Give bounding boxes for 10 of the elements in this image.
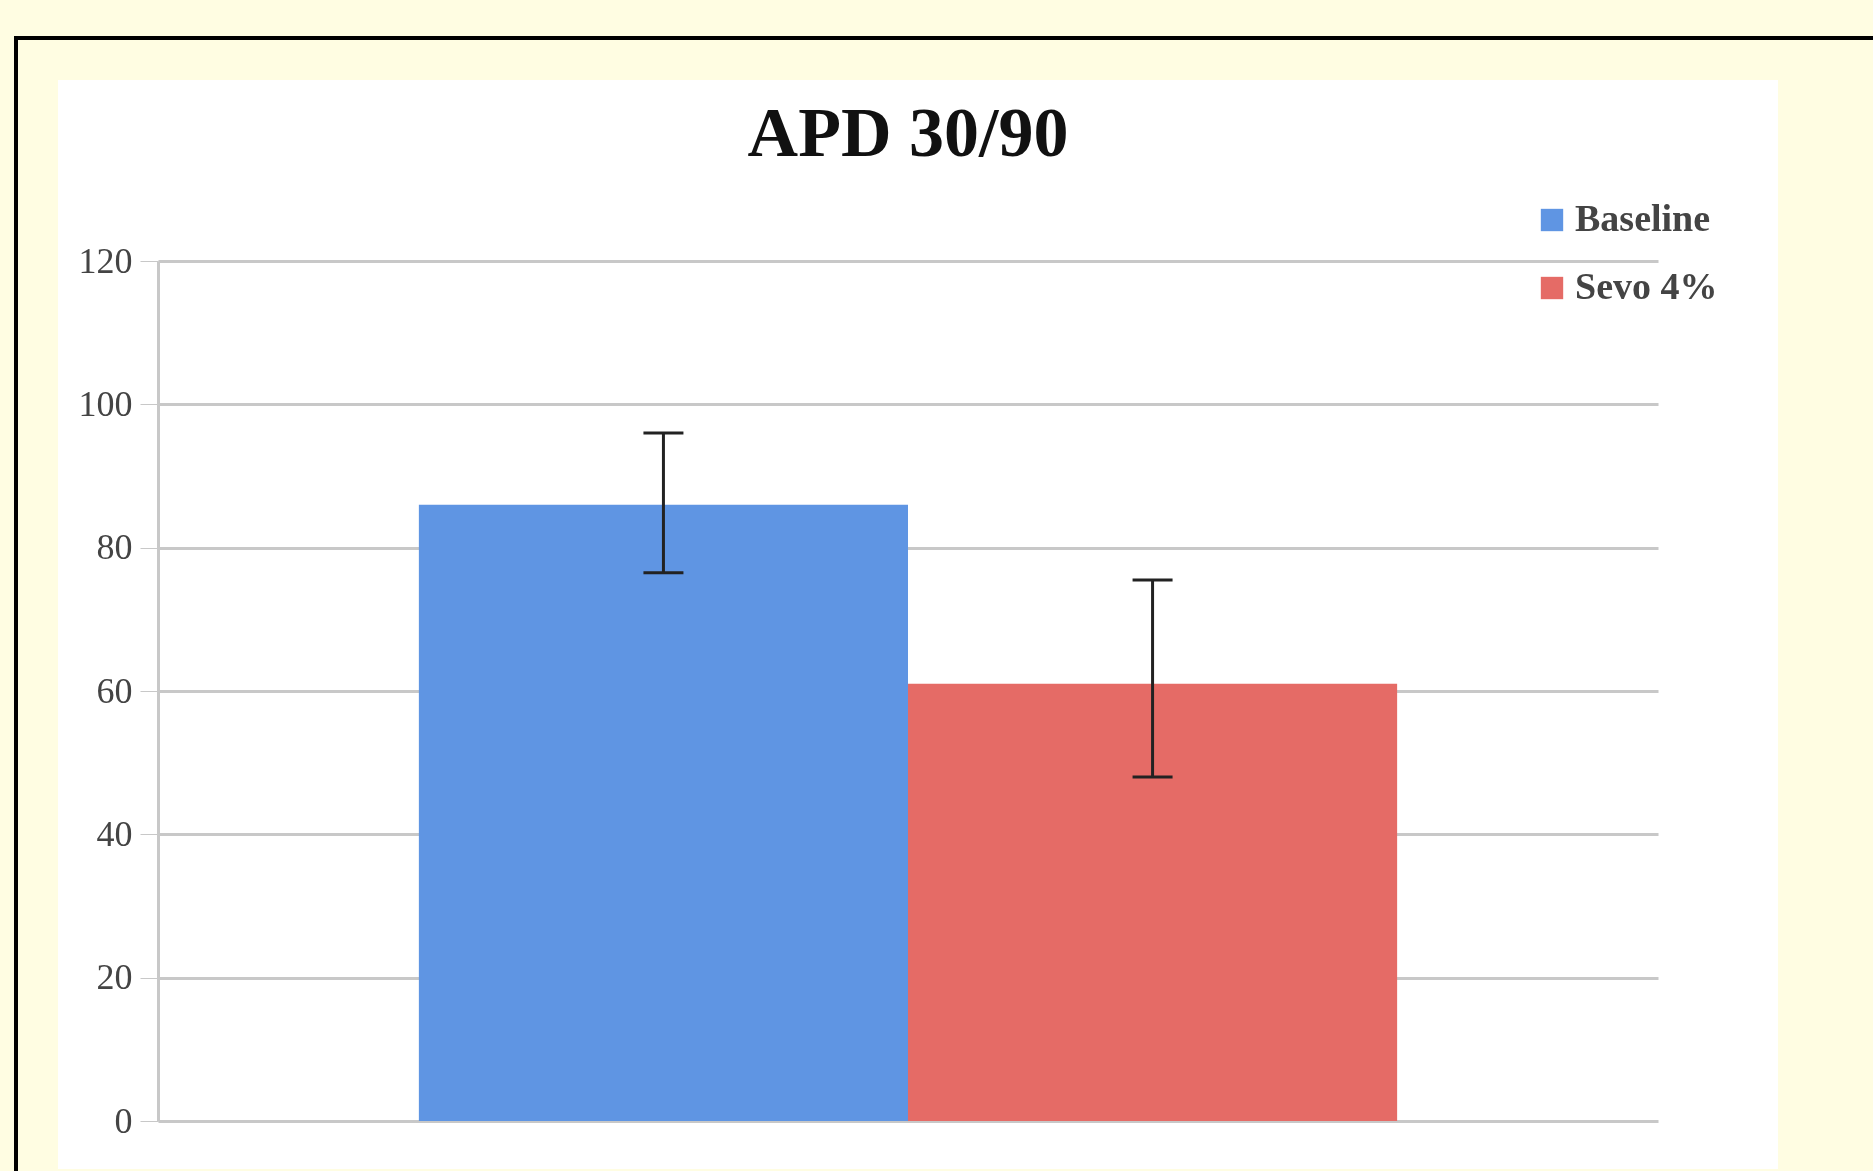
- y-tick-label: 0: [114, 1100, 133, 1141]
- legend-label: Sevo 4%: [1575, 265, 1718, 307]
- y-tick-label: 40: [96, 813, 133, 854]
- legend-label: Baseline: [1575, 197, 1711, 239]
- y-tick-label: 100: [78, 383, 133, 424]
- y-tick-label: 60: [96, 670, 133, 711]
- chart-title: APD 30/90: [747, 94, 1069, 171]
- y-tick-label: 80: [96, 527, 133, 568]
- y-tick-label: 120: [78, 240, 133, 281]
- y-tick-label: 20: [96, 957, 133, 998]
